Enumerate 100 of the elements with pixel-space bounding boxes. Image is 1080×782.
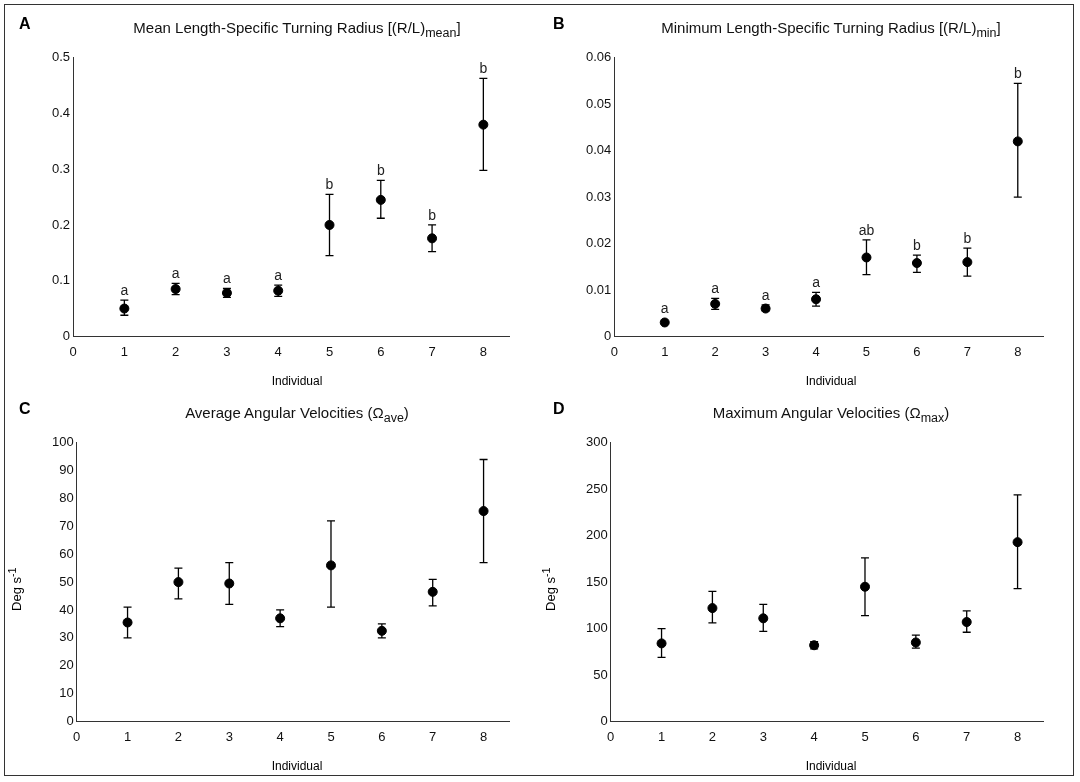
x-tick-label: 3: [759, 728, 767, 744]
point: [478, 119, 489, 130]
x-tick-label: 5: [861, 728, 869, 744]
x-tick-label: 4: [274, 343, 282, 359]
chart-title: Maximum Angular Velocities (Ω$_{max}$): [711, 404, 951, 425]
x-tick-label: 1: [120, 343, 128, 359]
y-tick-label: 0: [66, 712, 74, 728]
y-tick-label: 60: [59, 545, 74, 561]
x-tick-label: 3: [761, 343, 770, 359]
annotation: b: [428, 206, 437, 223]
annotation: b: [325, 176, 334, 193]
y-tick-label: 300: [585, 434, 608, 450]
x-axis-title: Individual: [270, 374, 324, 388]
point: [656, 638, 667, 649]
x-tick-label: 4: [276, 728, 284, 744]
y-tick-label: 0.3: [51, 160, 71, 176]
point: [659, 317, 670, 328]
x-tick-label: 5: [862, 343, 871, 359]
annotation: b: [913, 237, 922, 253]
y-tick-label: 0.06: [585, 49, 612, 65]
y-tick-label: 150: [585, 573, 608, 589]
x-tick-label: 4: [812, 343, 820, 359]
annotation: b: [376, 162, 385, 179]
x-tick-label: 3: [223, 343, 231, 359]
annotation: a: [171, 265, 180, 282]
y-tick-label: 100: [585, 620, 608, 636]
y-tick-label: 0: [600, 712, 608, 728]
x-tick-label: 6: [913, 343, 921, 359]
x-tick-label: 2: [172, 343, 180, 359]
y-tick-label: 0.5: [51, 49, 71, 65]
annotation: a: [120, 282, 129, 299]
x-tick-label: 1: [661, 343, 669, 359]
y-tick-label: 80: [59, 490, 74, 506]
annotation: a: [812, 274, 821, 291]
text: C: [19, 400, 31, 418]
point: [1012, 136, 1023, 147]
chart-title: Average Angular Velocities (Ω$_{ave}$): [184, 404, 410, 425]
annotation: b: [1013, 65, 1022, 82]
y-tick-label: 50: [59, 573, 74, 589]
annotation: a: [274, 267, 283, 283]
annotation: ab: [858, 221, 875, 238]
x-tick-label: 8: [1013, 728, 1022, 744]
y-tick-label: 0.01: [585, 281, 612, 297]
x-tick-label: 5: [327, 728, 335, 744]
y-tick-label: 250: [585, 480, 608, 496]
y-tick-label: 0.04: [585, 142, 612, 158]
text: D: [553, 400, 565, 418]
x-tick-label: 7: [963, 343, 971, 359]
y-tick-label: 90: [59, 462, 74, 478]
x-tick-label: 8: [479, 728, 488, 744]
annotation: a: [223, 270, 232, 287]
x-tick-label: 7: [963, 728, 971, 744]
point: [1012, 537, 1023, 548]
y-tick-label: 0: [604, 327, 612, 343]
annotation: b: [963, 230, 972, 247]
y-tick-label: 0.2: [51, 216, 71, 232]
point: [375, 194, 386, 205]
y-tick-label: 0.02: [585, 235, 612, 251]
x-axis-title: Individual: [804, 759, 858, 773]
y-tick-label: 0.1: [51, 272, 71, 288]
y-tick-label: 10: [59, 685, 74, 701]
point: [324, 219, 335, 230]
x-tick-label: 3: [225, 728, 233, 744]
chart-title: Minimum Length-Specific Turning Radius [(R/L)$_{min}$]: [660, 19, 1002, 40]
y-tick-label: 40: [59, 601, 74, 617]
point: [173, 577, 184, 588]
chart-title: Mean Length-Specific Turning Radius [(R/L)$_{mean}$]: [132, 19, 462, 40]
point: [758, 613, 769, 624]
x-tick-label: 7: [429, 728, 437, 744]
point: [427, 586, 438, 597]
y-tick-label: 20: [59, 657, 74, 673]
x-tick-label: 2: [711, 343, 719, 359]
y-tick-label: 30: [59, 629, 74, 645]
x-tick-label: 1: [657, 728, 666, 744]
point: [478, 506, 489, 517]
point: [861, 252, 872, 263]
point: [707, 603, 718, 614]
x-tick-label: 2: [708, 728, 717, 744]
x-tick-label: 6: [912, 728, 920, 744]
x-tick-label: 6: [377, 343, 385, 359]
y-tick-label: 0.03: [585, 188, 612, 204]
y-tick-label: 0: [62, 327, 71, 343]
y-tick-label: 0.05: [585, 95, 612, 111]
text: B: [553, 15, 565, 33]
x-axis-title: Individual: [804, 374, 858, 388]
annotation: a: [711, 280, 720, 297]
x-axis-title: Individual: [270, 759, 324, 773]
text: A: [19, 15, 31, 33]
x-tick-label: 5: [325, 343, 334, 359]
x-tick-label: 8: [1014, 343, 1022, 359]
x-tick-label: 7: [428, 343, 436, 359]
x-tick-label: 6: [378, 728, 386, 744]
point: [961, 617, 972, 628]
x-tick-label: 8: [479, 343, 487, 359]
y-tick-label: 0.4: [51, 105, 71, 121]
annotation: a: [660, 300, 669, 317]
annotation: a: [761, 286, 770, 303]
annotation: b: [479, 60, 488, 77]
y-tick-label: 50: [593, 666, 608, 682]
point: [122, 617, 133, 628]
